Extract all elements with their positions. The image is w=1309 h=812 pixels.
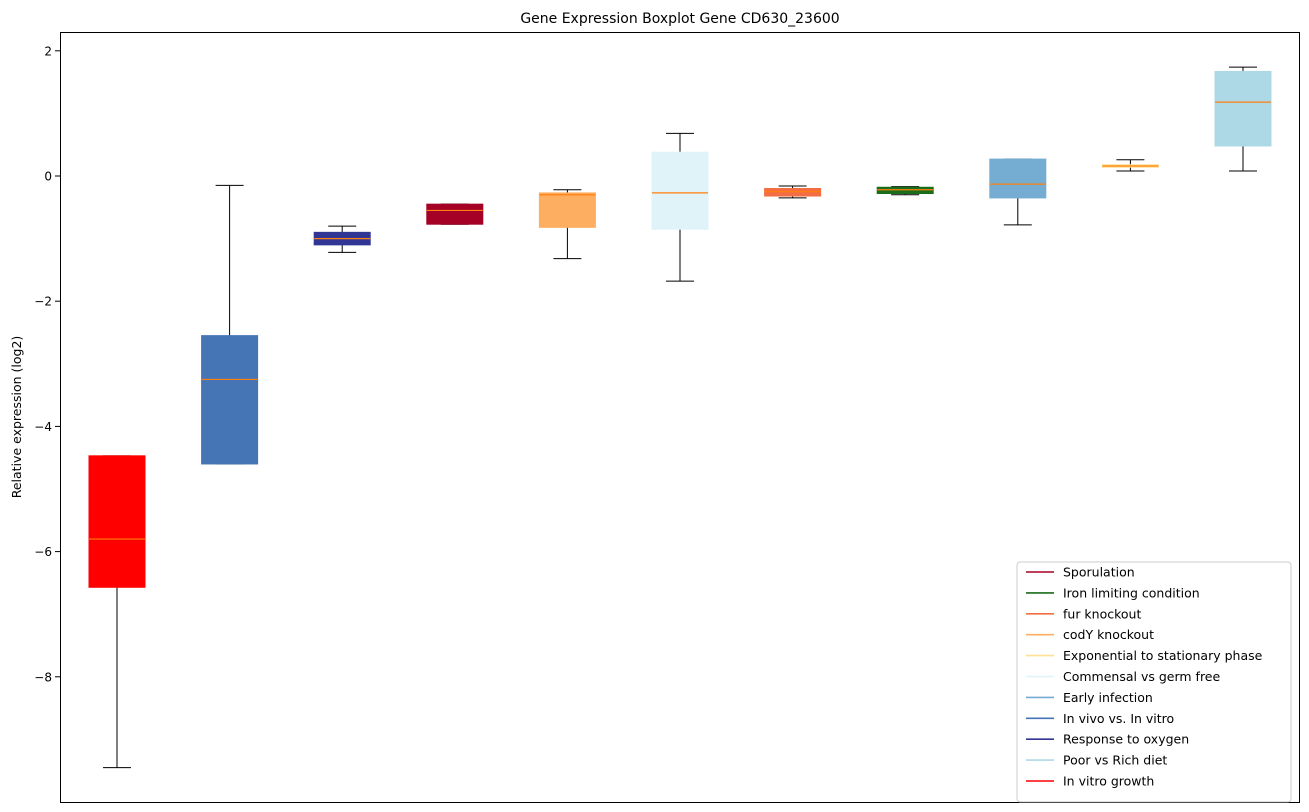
legend-item: Early infection [1026,690,1153,705]
chart-title: Gene Expression Boxplot Gene CD630_23600 [520,11,839,27]
box-group [876,186,934,196]
box-group [1101,159,1159,172]
box-group [651,132,709,282]
legend-label: Sporulation [1063,565,1135,580]
box-iqr [538,192,596,228]
legend-label: Exponential to stationary phase [1063,648,1263,663]
plot-frame [60,32,1300,803]
box-group [1214,66,1272,172]
y-axis-label: Relative expression (log2) [9,336,24,499]
legend-item: In vivo vs. In vitro [1026,711,1174,726]
box-iqr [426,203,484,225]
legend-label: codY knockout [1063,627,1154,642]
y-tick-label: −6 [34,545,52,559]
legend-label: fur knockout [1063,606,1141,621]
legend-item: Exponential to stationary phase [1026,648,1263,663]
y-tick-label: −2 [34,295,52,309]
legend-item: In vitro growth [1026,774,1154,789]
legend-label: Early infection [1063,690,1153,705]
legend-item: Poor vs Rich diet [1026,753,1167,768]
box-group [538,189,596,260]
legend-item: Iron limiting condition [1026,585,1200,600]
box-iqr [876,186,934,195]
legend-item: Response to oxygen [1026,732,1189,747]
box-group [764,185,822,199]
legend-label: In vitro growth [1063,774,1154,789]
boxes-layer [88,66,1272,769]
box-iqr [651,151,709,230]
y-axis-ticks: 2 0 −2 −4 −6 −8 [34,44,60,684]
box-group [88,455,146,769]
box-group [426,203,484,225]
box-group [313,225,371,253]
y-tick-label: −8 [34,670,52,684]
legend-label: Response to oxygen [1063,732,1189,747]
legend-frame [1016,561,1292,803]
box-iqr [1214,70,1272,147]
legend-label: Iron limiting condition [1063,585,1200,600]
legend: Sporulation Iron limiting condition fur kn… [1016,561,1292,803]
legend-label: In vivo vs. In vitro [1063,711,1174,726]
box-iqr [201,335,259,465]
y-tick-label: 0 [44,170,52,184]
box-iqr [989,158,1047,199]
legend-item: codY knockout [1026,627,1154,642]
legend-item: Commensal vs germ free [1026,669,1220,684]
y-tick-label: −4 [34,420,52,434]
box-iqr [764,188,822,197]
legend-label: Poor vs Rich diet [1063,753,1167,768]
box-iqr [88,455,146,588]
legend-item: Sporulation [1026,565,1135,580]
legend-item: fur knockout [1026,606,1141,621]
box-group [201,184,259,465]
y-tick-label: 2 [44,44,52,58]
box-group [989,158,1047,226]
legend-label: Commensal vs germ free [1063,669,1220,684]
